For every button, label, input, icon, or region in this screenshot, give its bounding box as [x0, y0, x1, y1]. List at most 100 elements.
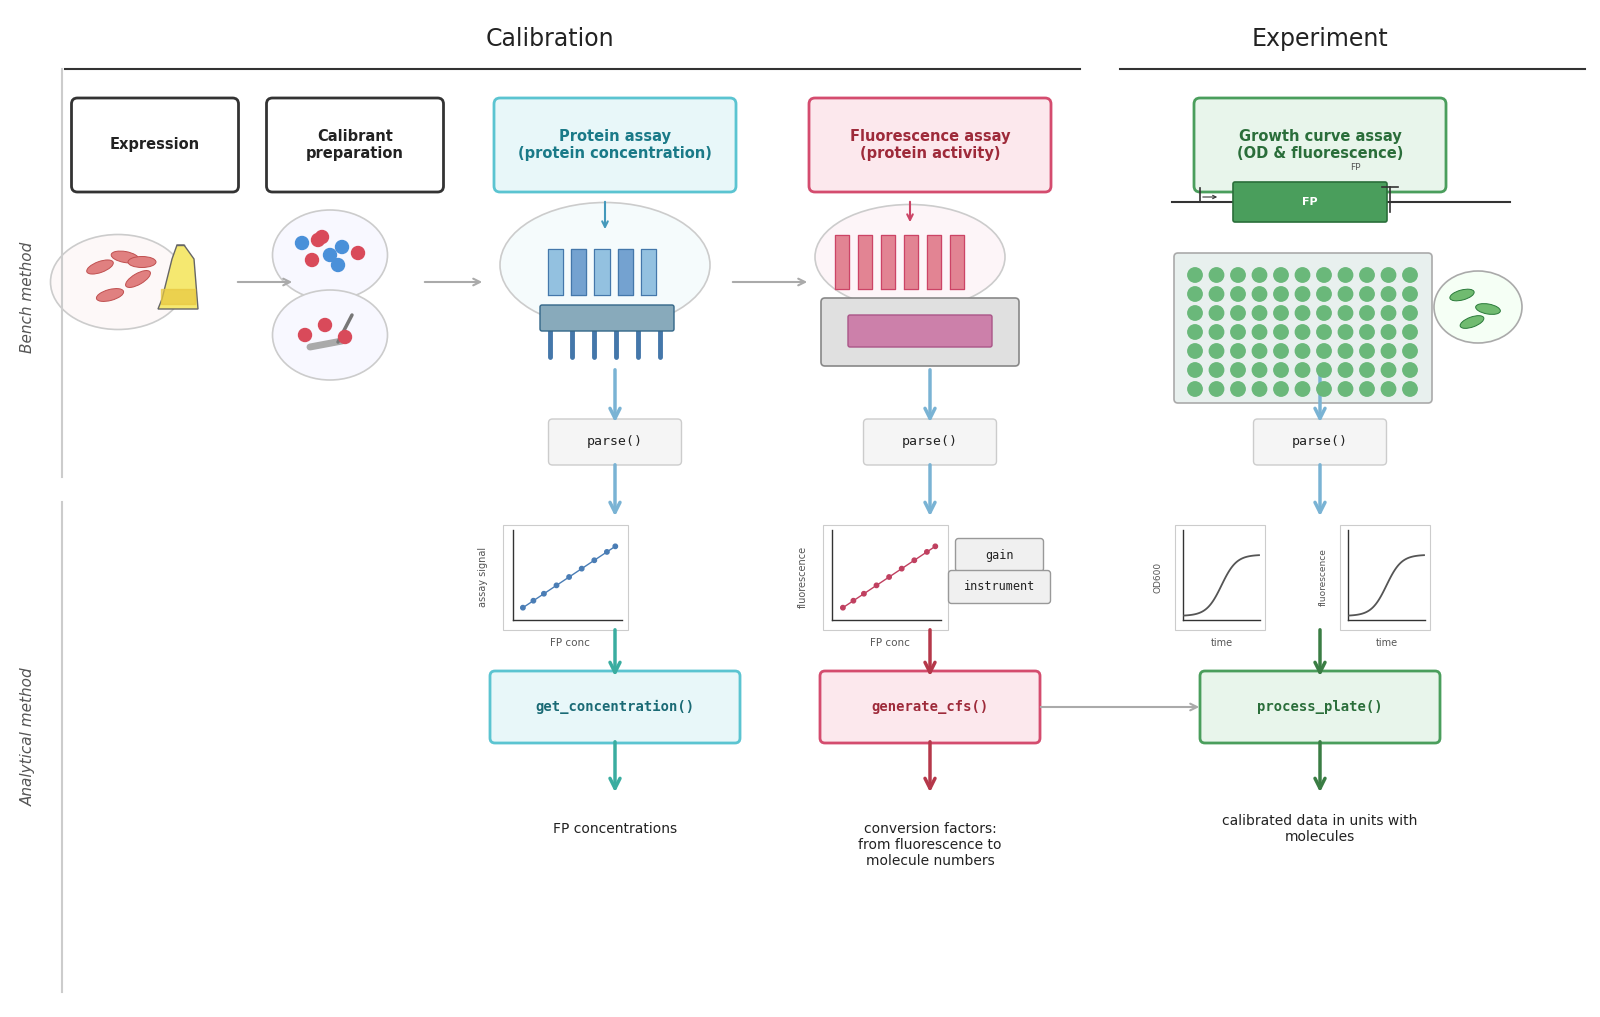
Polygon shape — [158, 245, 198, 309]
Circle shape — [315, 231, 328, 243]
Circle shape — [886, 575, 891, 580]
Circle shape — [1210, 267, 1224, 282]
FancyBboxPatch shape — [1174, 525, 1266, 630]
Circle shape — [1230, 324, 1245, 340]
Ellipse shape — [272, 210, 387, 300]
FancyBboxPatch shape — [864, 419, 997, 465]
Circle shape — [1230, 267, 1245, 282]
Circle shape — [1274, 381, 1288, 397]
Circle shape — [1381, 344, 1395, 358]
Text: FP conc: FP conc — [870, 639, 910, 649]
Text: gain: gain — [986, 548, 1014, 561]
Text: fluorescence: fluorescence — [797, 546, 808, 608]
Text: Growth curve assay
(OD & fluorescence): Growth curve assay (OD & fluorescence) — [1237, 129, 1403, 162]
Ellipse shape — [499, 202, 710, 327]
Circle shape — [1403, 344, 1418, 358]
Circle shape — [1338, 363, 1352, 377]
Text: OD600: OD600 — [1154, 561, 1163, 593]
Circle shape — [339, 331, 352, 344]
Circle shape — [1338, 324, 1352, 340]
Circle shape — [1296, 287, 1310, 301]
Circle shape — [1317, 267, 1331, 282]
FancyBboxPatch shape — [490, 671, 739, 743]
Text: instrument: instrument — [963, 581, 1035, 594]
Circle shape — [1296, 363, 1310, 377]
FancyBboxPatch shape — [949, 571, 1051, 603]
FancyBboxPatch shape — [810, 98, 1051, 192]
Text: FP: FP — [1302, 197, 1318, 207]
Text: time: time — [1211, 639, 1234, 649]
Circle shape — [1210, 306, 1224, 320]
Circle shape — [554, 583, 558, 588]
Circle shape — [1187, 381, 1202, 397]
FancyBboxPatch shape — [1234, 182, 1387, 222]
Text: FP concentrations: FP concentrations — [554, 822, 677, 836]
Circle shape — [933, 544, 938, 548]
FancyBboxPatch shape — [822, 525, 947, 630]
Circle shape — [1403, 363, 1418, 377]
Circle shape — [1274, 306, 1288, 320]
FancyBboxPatch shape — [821, 298, 1019, 366]
Circle shape — [1230, 287, 1245, 301]
Text: process_plate(): process_plate() — [1258, 700, 1382, 714]
Circle shape — [925, 550, 930, 554]
Circle shape — [1338, 381, 1352, 397]
Text: Bench method: Bench method — [21, 241, 35, 353]
Ellipse shape — [86, 260, 114, 274]
Circle shape — [1230, 306, 1245, 320]
Circle shape — [1360, 381, 1374, 397]
Ellipse shape — [814, 204, 1005, 309]
FancyBboxPatch shape — [819, 671, 1040, 743]
Circle shape — [1338, 287, 1352, 301]
Circle shape — [542, 592, 546, 596]
Circle shape — [1210, 363, 1224, 377]
FancyBboxPatch shape — [1174, 253, 1432, 403]
Circle shape — [1403, 381, 1418, 397]
Circle shape — [1317, 306, 1331, 320]
Circle shape — [1381, 267, 1395, 282]
Circle shape — [1210, 287, 1224, 301]
Circle shape — [1253, 363, 1267, 377]
Circle shape — [1187, 344, 1202, 358]
Text: Fluorescence assay
(protein activity): Fluorescence assay (protein activity) — [850, 129, 1010, 162]
Ellipse shape — [125, 271, 150, 288]
Circle shape — [912, 558, 917, 562]
Circle shape — [1381, 287, 1395, 301]
Ellipse shape — [1461, 315, 1483, 328]
Circle shape — [1381, 306, 1395, 320]
Circle shape — [1360, 306, 1374, 320]
Circle shape — [874, 583, 878, 588]
Text: Expression: Expression — [110, 137, 200, 153]
Circle shape — [605, 550, 610, 554]
Circle shape — [331, 258, 344, 272]
Circle shape — [1187, 306, 1202, 320]
Circle shape — [1381, 381, 1395, 397]
FancyBboxPatch shape — [494, 98, 736, 192]
Circle shape — [1187, 324, 1202, 340]
Circle shape — [862, 592, 866, 596]
Circle shape — [318, 318, 331, 332]
Circle shape — [1253, 287, 1267, 301]
Circle shape — [1187, 267, 1202, 282]
Circle shape — [1360, 287, 1374, 301]
Text: conversion factors:
from fluorescence to
molecule numbers: conversion factors: from fluorescence to… — [858, 822, 1002, 869]
FancyBboxPatch shape — [267, 98, 443, 192]
Circle shape — [1360, 344, 1374, 358]
Circle shape — [336, 240, 349, 253]
Circle shape — [840, 605, 845, 610]
FancyBboxPatch shape — [72, 98, 238, 192]
Circle shape — [1296, 306, 1310, 320]
Circle shape — [1296, 267, 1310, 282]
FancyBboxPatch shape — [502, 525, 627, 630]
Text: parse(): parse() — [1293, 435, 1347, 448]
Circle shape — [1338, 344, 1352, 358]
Circle shape — [1230, 344, 1245, 358]
Circle shape — [1210, 381, 1224, 397]
Circle shape — [1230, 381, 1245, 397]
Circle shape — [1317, 287, 1331, 301]
Circle shape — [1403, 287, 1418, 301]
Ellipse shape — [272, 290, 387, 380]
FancyBboxPatch shape — [1194, 98, 1446, 192]
Circle shape — [1381, 363, 1395, 377]
Circle shape — [1253, 344, 1267, 358]
